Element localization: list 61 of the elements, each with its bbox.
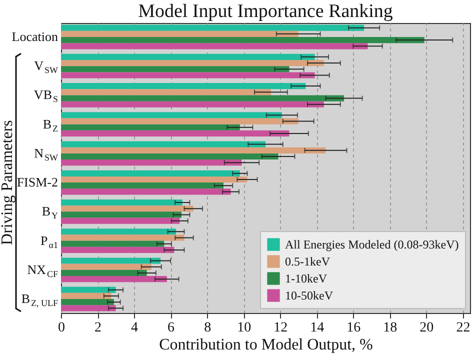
bar xyxy=(61,153,278,160)
bar xyxy=(61,234,184,241)
bar xyxy=(61,43,368,50)
bar xyxy=(61,170,240,176)
x-tick-label: 4 xyxy=(131,320,138,336)
bar xyxy=(61,147,326,154)
x-tick-label: 12 xyxy=(274,320,288,336)
bar xyxy=(61,182,224,189)
bar xyxy=(61,206,194,212)
bar xyxy=(61,141,266,148)
bar xyxy=(61,66,290,72)
bar xyxy=(61,95,344,102)
bar xyxy=(61,292,112,300)
x-tick-label: 22 xyxy=(456,320,470,336)
bar xyxy=(61,60,324,66)
bar xyxy=(61,30,298,37)
x-tick-label: 0 xyxy=(58,320,65,336)
bar xyxy=(61,101,324,108)
legend-label: All Energies Modeled (0.08-93keV) xyxy=(285,238,459,252)
bar xyxy=(61,176,248,183)
bar xyxy=(61,54,315,60)
x-tick-label: 8 xyxy=(204,320,212,336)
bar xyxy=(61,24,364,31)
bar xyxy=(61,199,182,206)
y-axis-title: Driving Parameters xyxy=(0,120,16,245)
bar xyxy=(61,286,116,293)
bar xyxy=(61,299,114,306)
bar xyxy=(61,130,290,137)
x-tick-label: 20 xyxy=(420,320,434,336)
bar xyxy=(61,228,176,235)
x-tick-label: 16 xyxy=(346,320,361,336)
bar xyxy=(61,82,306,90)
bar xyxy=(61,218,180,224)
bar xyxy=(61,246,174,254)
x-tick-label: 10 xyxy=(237,320,252,336)
bar xyxy=(61,270,147,276)
x-axis-title: Contribution to Model Output, % xyxy=(159,336,373,354)
bar xyxy=(61,124,240,130)
bar xyxy=(61,264,152,270)
y-tick-label: Location xyxy=(12,28,58,44)
bar xyxy=(61,258,161,264)
bar xyxy=(61,188,231,195)
y-tick-label: FISM-2 xyxy=(16,174,58,190)
bar xyxy=(61,212,182,218)
bar xyxy=(61,72,315,78)
x-tick-label: 2 xyxy=(94,320,102,336)
bar xyxy=(61,36,424,44)
bar xyxy=(61,305,116,312)
legend-label: 1-10keV xyxy=(285,272,328,286)
bar xyxy=(61,118,298,124)
bar xyxy=(61,112,282,118)
bar xyxy=(61,160,242,166)
bar xyxy=(61,89,271,96)
x-tick-label: 18 xyxy=(383,320,398,336)
legend-label: 10-50keV xyxy=(285,288,334,302)
chart-title: Model Input Importance Ranking xyxy=(138,1,394,22)
bar xyxy=(61,240,164,247)
legend-label: 0.5-1keV xyxy=(285,254,330,268)
x-tick-label: 14 xyxy=(310,320,324,336)
x-tick-label: 6 xyxy=(168,320,175,336)
bar xyxy=(61,276,167,282)
